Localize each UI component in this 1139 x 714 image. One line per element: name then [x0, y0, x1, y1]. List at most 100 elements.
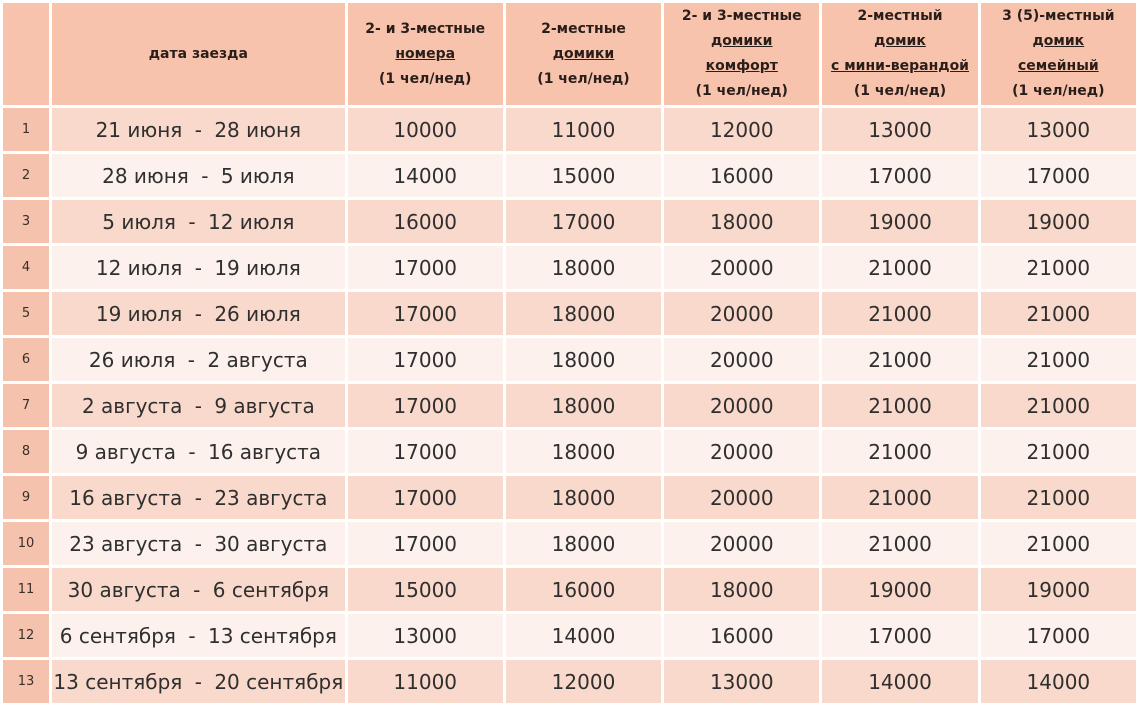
header-line: семейный [1017, 58, 1099, 74]
row-number: 6 [3, 338, 50, 381]
price-cell: 17000 [347, 522, 503, 565]
price-cell: 12000 [505, 660, 662, 703]
price-cell: 18000 [664, 568, 820, 611]
date-to: 2 августа [207, 347, 308, 372]
price-cell: 19000 [980, 568, 1136, 611]
row-number: 9 [3, 476, 50, 519]
price-cell: 21000 [980, 246, 1136, 289]
price-cell: 18000 [505, 246, 662, 289]
price-cell: 18000 [505, 430, 662, 473]
date-range-cell: 26 июля -2 августа [52, 338, 345, 381]
date-range-cell: 23 августа -30 августа [52, 522, 345, 565]
price-cell: 19000 [822, 200, 978, 243]
header-line: домики [552, 45, 615, 62]
date-to: 20 сентября [214, 669, 344, 694]
price-cell: 21000 [822, 338, 978, 381]
date-separator: - [188, 623, 196, 648]
date-range: 2 августа -9 августа [82, 394, 315, 418]
price-cell: 18000 [505, 338, 662, 381]
table-row: 9 16 августа -23 августа 17000 18000 20000 210… [3, 476, 1136, 519]
price-cell: 17000 [347, 246, 503, 289]
date-range: 19 июля -26 июля [96, 302, 301, 326]
date-range: 9 августа -16 августа [76, 440, 321, 464]
price-cell: 18000 [505, 384, 662, 427]
table-row: 5 19 июля -26 июля 17000 18000 20000 21000 2100… [3, 292, 1136, 335]
row-number: 12 [3, 614, 50, 657]
date-range: 6 сентября -13 сентября [60, 624, 337, 648]
header-price-column: 3 (5)-местный домик семейный (1 чел/нед) [980, 3, 1136, 105]
price-cell: 17000 [347, 384, 503, 427]
header-line: (1 чел/нед) [379, 70, 472, 87]
date-separator: - [194, 255, 202, 280]
price-cell: 21000 [980, 476, 1136, 519]
price-cell: 17000 [347, 338, 503, 381]
date-range-cell: 5 июля -12 июля [52, 200, 345, 243]
table-row: 4 12 июля -19 июля 17000 18000 20000 21000 2100… [3, 246, 1136, 289]
row-number: 3 [3, 200, 50, 243]
row-number: 2 [3, 154, 50, 197]
price-cell: 20000 [664, 522, 820, 565]
date-from: 5 июля [102, 209, 176, 234]
price-cell: 21000 [980, 430, 1136, 473]
price-cell: 17000 [822, 614, 978, 657]
date-range-cell: 6 сентября -13 сентября [52, 614, 345, 657]
date-separator: - [194, 393, 202, 418]
price-cell: 21000 [822, 430, 978, 473]
row-number: 13 [3, 660, 50, 703]
price-cell: 20000 [664, 338, 820, 381]
price-cell: 14000 [980, 660, 1136, 703]
price-cell: 21000 [822, 522, 978, 565]
date-separator: - [194, 301, 202, 326]
date-from: 21 июня [95, 117, 183, 142]
price-cell: 19000 [822, 568, 978, 611]
date-from: 12 июля [95, 255, 183, 280]
price-cell: 16000 [505, 568, 662, 611]
date-range: 23 августа -30 августа [69, 532, 327, 556]
row-number: 8 [3, 430, 50, 473]
price-cell: 14000 [822, 660, 978, 703]
row-number: 11 [3, 568, 50, 611]
header-line: домик [1032, 33, 1085, 49]
date-from: 28 июня [102, 163, 189, 188]
price-cell: 21000 [980, 292, 1136, 335]
price-cell: 21000 [980, 338, 1136, 381]
price-cell: 14000 [505, 614, 662, 657]
header-line: 2-местный [857, 8, 943, 24]
header-date-column: дата заезда [52, 3, 345, 105]
price-cell: 14000 [347, 154, 503, 197]
date-range: 12 июля -19 июля [96, 256, 301, 280]
price-cell: 20000 [664, 246, 820, 289]
date-range-cell: 12 июля -19 июля [52, 246, 345, 289]
date-range-cell: 9 августа -16 августа [52, 430, 345, 473]
date-to: 9 августа [214, 393, 315, 418]
table-row: 2 28 июня -5 июля 14000 15000 16000 17000 17000 [3, 154, 1136, 197]
date-separator: - [194, 531, 202, 556]
header-price-column: 2- и 3-местные номера (1 чел/нед) [347, 3, 503, 105]
price-cell: 20000 [664, 476, 820, 519]
table-row: 6 26 июля -2 августа 17000 18000 20000 21000 21… [3, 338, 1136, 381]
header-price-column: 2- и 3-местные домики комфорт (1 чел/нед) [664, 3, 820, 105]
price-cell: 17000 [347, 292, 503, 335]
price-cell: 21000 [822, 246, 978, 289]
price-cell: 13000 [980, 108, 1136, 151]
price-cell: 17000 [505, 200, 662, 243]
date-range-cell: 28 июня -5 июля [52, 154, 345, 197]
date-to: 6 сентября [212, 577, 329, 602]
header-line: 2-местные [541, 20, 626, 37]
header-line: 3 (5)-местный [1002, 8, 1115, 24]
header-date-label: дата заезда [148, 45, 248, 62]
date-to: 13 сентября [207, 623, 337, 648]
date-separator: - [188, 209, 196, 234]
price-cell: 15000 [505, 154, 662, 197]
date-separator: - [188, 439, 196, 464]
date-to: 5 июля [220, 163, 295, 188]
date-from: 13 сентября [53, 669, 183, 694]
date-from: 30 августа [67, 577, 181, 602]
date-range: 28 июня -5 июля [102, 164, 294, 188]
date-from: 6 сентября [59, 623, 176, 648]
date-range-cell: 30 августа -6 сентября [52, 568, 345, 611]
